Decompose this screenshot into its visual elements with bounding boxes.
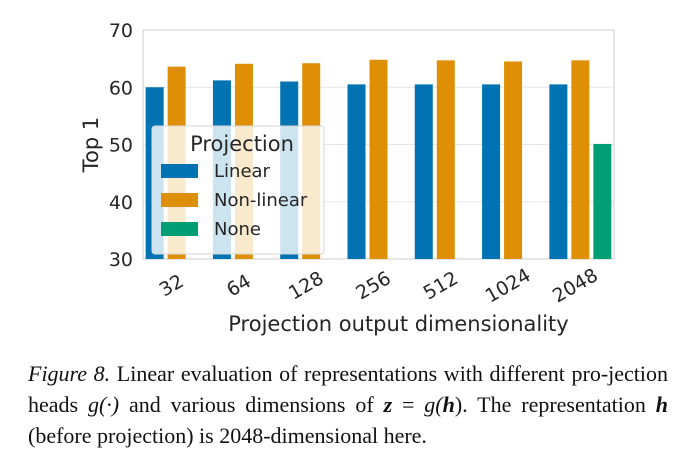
x-tick-label: 256 [352, 267, 394, 304]
bar-non-linear-2048 [571, 60, 590, 259]
caption-text-3: The representation [467, 392, 656, 417]
x-tick-label: 128 [285, 267, 327, 304]
x-axis-label: Projection output dimensionality [228, 312, 568, 336]
legend-label: Linear [214, 161, 271, 182]
y-tick-label: 30 [109, 249, 133, 271]
bar-non-linear-256 [369, 59, 388, 259]
caption-z-symbol: z [383, 392, 393, 417]
legend-swatch-non-linear [161, 193, 198, 207]
caption-text-4: (before projection) is 2048-dimensional … [28, 423, 427, 448]
bar-linear-512 [414, 84, 433, 259]
x-tick-label: 64 [223, 270, 255, 301]
x-tick-label: 1024 [482, 264, 535, 307]
bar-non-linear-1024 [504, 61, 523, 259]
bar-linear-256 [347, 84, 366, 259]
legend-swatch-none [161, 222, 198, 236]
legend-label: Non-linear [214, 190, 308, 211]
y-tick-label: 40 [109, 192, 133, 214]
caption-h-symbol: h [442, 392, 455, 417]
y-tick-label: 60 [109, 77, 133, 99]
x-axis-ticks: 32 64 128 256 512 1024 2048 [156, 264, 602, 307]
x-tick-label: 512 [420, 267, 462, 304]
caption-g-function: g( [424, 392, 443, 417]
y-tick-label: 50 [109, 135, 133, 157]
caption-close-paren: ). [454, 392, 468, 417]
caption-h-symbol-2: h [655, 392, 668, 417]
caption-equals: = [392, 392, 425, 417]
bar-non-linear-512 [436, 60, 455, 259]
legend-title: Projection [190, 132, 294, 156]
legend-label: None [214, 219, 261, 240]
legend-items: Linear Non-linear None [161, 161, 308, 240]
caption-label: Figure 8. [28, 361, 111, 386]
figure-caption: Figure 8. Linear evaluation of represent… [28, 358, 668, 451]
y-axis-label: Top 1 [79, 117, 103, 173]
legend-swatch-linear [161, 164, 198, 178]
y-axis-ticks: 30 40 50 60 70 [109, 20, 133, 271]
x-tick-label: 2048 [549, 264, 602, 307]
bar-linear-2048 [549, 84, 568, 259]
caption-text-2: and various dimensions of [119, 392, 384, 417]
caption-text-1: Linear evaluation of representations wit… [28, 361, 669, 417]
bar-linear-1024 [482, 84, 501, 259]
caption-g-expression: g(·) [87, 392, 120, 417]
bar-chart: 30 40 50 60 70 32 64 128 256 512 1024 2048 Top 1 P… [79, 20, 615, 336]
legend: Projection Linear Non-linear None [151, 125, 325, 255]
x-tick-label: 32 [156, 270, 188, 301]
y-tick-label: 70 [109, 20, 133, 42]
bar-none-2048 [593, 143, 612, 259]
